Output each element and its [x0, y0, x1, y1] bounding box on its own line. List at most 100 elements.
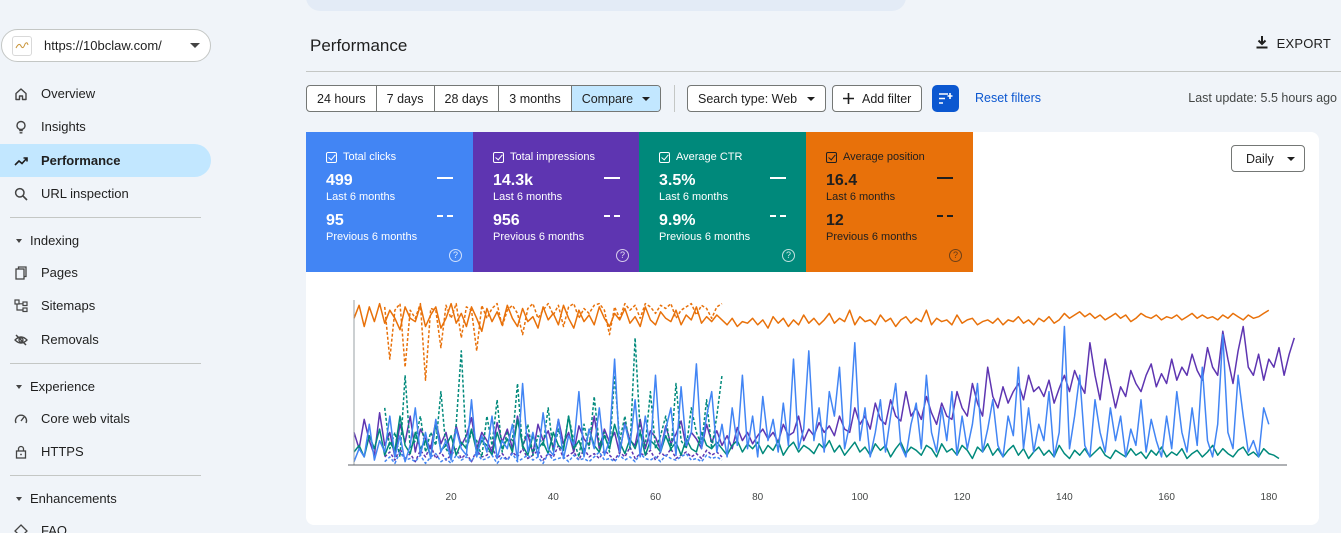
sidebar-item-label: Sitemaps: [41, 298, 96, 313]
metric-current-value: 16.4: [826, 172, 858, 189]
checkbox-icon: [826, 151, 837, 163]
metric-average-ctr[interactable]: Average CTR 3.5% Last 6 months 9.9% Prev…: [639, 132, 806, 272]
metric-previous-value: 95: [326, 212, 344, 229]
metric-current-period: Last 6 months: [326, 191, 396, 203]
sidebar-item-removals[interactable]: Removals: [0, 323, 211, 356]
sidebar-item-core-web-vitals[interactable]: Core web vitals: [0, 402, 211, 435]
search-type-chip[interactable]: Search type: Web: [687, 85, 827, 112]
chevron-down-icon: [190, 43, 200, 48]
range-24-hours[interactable]: 24 hours: [307, 86, 377, 111]
sidebar-item-label: FAQ: [41, 523, 68, 533]
metric-current-period: Last 6 months: [493, 191, 563, 203]
metric-average-position[interactable]: Average position 16.4 Last 6 months 12 P…: [806, 132, 973, 272]
metric-previous-period: Previous 6 months: [826, 231, 918, 243]
sidebar-item-https[interactable]: HTTPS: [0, 435, 211, 468]
metric-total-impressions[interactable]: Total impressions 14.3k Last 6 months 95…: [473, 132, 640, 272]
checkbox-icon: [493, 151, 504, 163]
download-icon: [1255, 35, 1269, 52]
metric-label: Average CTR: [676, 151, 743, 163]
sidebar-item-pages[interactable]: Pages: [0, 256, 211, 289]
sidebar-divider: [10, 363, 201, 364]
visibility-off-icon: [14, 333, 28, 347]
help-icon[interactable]: ?: [782, 249, 795, 262]
caret-down-icon: [807, 96, 816, 101]
series-line-total-clicks-previous: [384, 451, 723, 465]
search-icon: [14, 187, 28, 201]
checkbox-icon: [326, 151, 337, 163]
sidebar-section-experience[interactable]: Experience: [16, 379, 95, 394]
sidebar-item-label: Removals: [41, 332, 99, 347]
help-icon[interactable]: ?: [449, 249, 462, 262]
range-7-days[interactable]: 7 days: [377, 86, 435, 111]
range-label: Compare: [581, 91, 634, 106]
header-divider: [306, 71, 1341, 72]
home-icon: [14, 87, 28, 101]
property-selector[interactable]: https://10bclaw.com/: [1, 29, 211, 62]
metric-previous-value: 956: [493, 212, 520, 229]
granularity-label: Daily: [1246, 151, 1274, 166]
x-tick-label: 100: [852, 492, 869, 503]
metric-current-value: 14.3k: [493, 172, 534, 189]
x-tick-label: 180: [1260, 492, 1277, 503]
filter-separator: [674, 85, 675, 112]
export-label: EXPORT: [1276, 36, 1331, 51]
performance-chart: 20 40 60 80 100 120 140 160 180: [348, 300, 1296, 503]
sidebar-section-enhancements[interactable]: Enhancements: [16, 491, 117, 506]
metric-current-period: Last 6 months: [659, 191, 729, 203]
property-favicon-icon: [12, 35, 32, 56]
x-tick-label: 60: [650, 492, 662, 503]
sidebar-item-insights[interactable]: Insights: [0, 110, 211, 143]
performance-card: Total clicks 499 Last 6 months 95 Previo…: [306, 132, 1319, 525]
sidebar-item-url-inspection[interactable]: URL inspection: [0, 177, 211, 210]
metric-previous-value: 12: [826, 212, 844, 229]
sidebar-item-label: Insights: [41, 119, 86, 134]
reset-filters-link[interactable]: Reset filters: [975, 91, 1041, 105]
solid-line-legend: [604, 177, 620, 179]
series-line-average-ctr-previous: [383, 337, 723, 458]
sidebar-item-sitemaps[interactable]: Sitemaps: [0, 289, 211, 322]
sidebar-item-overview[interactable]: Overview: [0, 77, 211, 110]
help-icon[interactable]: ?: [616, 249, 629, 262]
range-label: 7 days: [386, 91, 424, 106]
dashed-line-legend: [770, 215, 786, 217]
dashed-line-legend: [937, 215, 953, 217]
range-3-months[interactable]: 3 months: [499, 86, 572, 111]
sidebar-item-performance[interactable]: Performance: [0, 144, 211, 177]
metric-previous-period: Previous 6 months: [659, 231, 751, 243]
metric-current-value: 3.5%: [659, 172, 696, 189]
sidebar-item-faq[interactable]: FAQ: [0, 514, 211, 533]
solid-line-legend: [437, 177, 453, 179]
metric-label: Total clicks: [343, 151, 397, 163]
sitemap-icon: [14, 298, 28, 313]
x-tick-label: 160: [1158, 492, 1175, 503]
search-bar[interactable]: [306, 0, 906, 11]
add-filter-button[interactable]: Add filter: [832, 85, 923, 112]
sidebar: https://10bclaw.com/ Overview Insights P…: [0, 0, 212, 533]
trending-up-icon: [14, 154, 28, 168]
range-28-days[interactable]: 28 days: [435, 86, 500, 111]
metric-total-clicks[interactable]: Total clicks 499 Last 6 months 95 Previo…: [306, 132, 473, 272]
caret-down-icon: [642, 96, 651, 101]
series-line-total-clicks: [353, 325, 1270, 463]
diamond-icon: [14, 523, 28, 533]
granularity-dropdown[interactable]: Daily: [1231, 145, 1305, 172]
sidebar-section-indexing[interactable]: Indexing: [16, 233, 79, 248]
metric-current-period: Last 6 months: [826, 191, 896, 203]
sidebar-item-label: Performance: [41, 153, 121, 168]
x-tick-label: 20: [446, 492, 458, 503]
pages-icon: [14, 265, 28, 280]
metric-previous-period: Previous 6 months: [326, 231, 418, 243]
dashed-line-legend: [437, 215, 453, 217]
solid-line-legend: [770, 177, 786, 179]
help-icon[interactable]: ?: [949, 249, 962, 262]
range-compare[interactable]: Compare: [571, 86, 661, 111]
export-button[interactable]: EXPORT: [1255, 35, 1331, 52]
section-label: Indexing: [30, 233, 80, 248]
sidebar-item-label: Pages: [41, 265, 78, 280]
sidebar-item-label: Core web vitals: [41, 411, 130, 426]
range-label: 28 days: [444, 91, 489, 106]
caret-down-icon: [1286, 156, 1295, 161]
x-tick-label: 80: [752, 492, 764, 503]
filter-settings-button[interactable]: [932, 85, 959, 112]
sidebar-item-label: Overview: [41, 86, 96, 101]
